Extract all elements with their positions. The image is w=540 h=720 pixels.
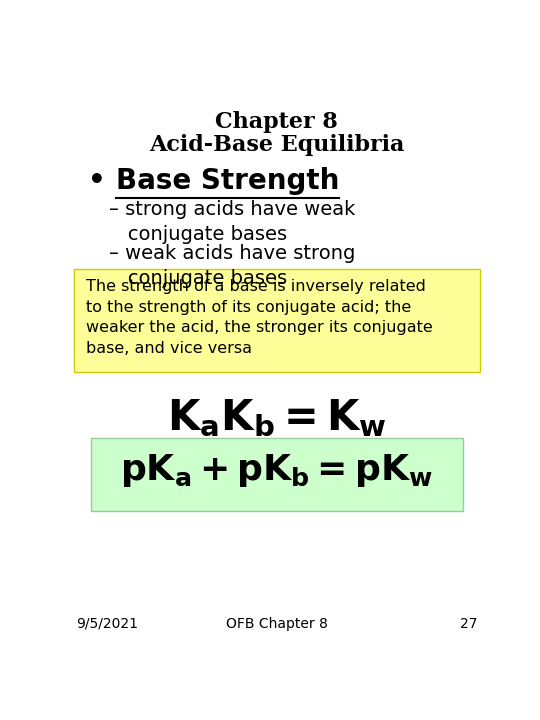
Text: Acid-Base Equilibria: Acid-Base Equilibria xyxy=(149,133,404,156)
Text: 9/5/2021: 9/5/2021 xyxy=(76,617,138,631)
Text: $\mathbf{K_a K_b = K_w}$: $\mathbf{K_a K_b = K_w}$ xyxy=(167,397,387,439)
Text: Chapter 8: Chapter 8 xyxy=(215,112,338,133)
Text: •: • xyxy=(89,167,106,195)
Text: $\mathbf{pK_a + pK_b = pK_w}$: $\mathbf{pK_a + pK_b = pK_w}$ xyxy=(120,452,433,490)
Text: – weak acids have strong
   conjugate bases: – weak acids have strong conjugate bases xyxy=(109,244,356,289)
Text: OFB Chapter 8: OFB Chapter 8 xyxy=(226,617,328,631)
FancyBboxPatch shape xyxy=(91,438,463,510)
Text: Base Strength: Base Strength xyxy=(116,167,339,195)
Text: The strength of a base is inversely related
to the strength of its conjugate aci: The strength of a base is inversely rela… xyxy=(86,279,433,356)
Text: 27: 27 xyxy=(460,617,478,631)
FancyBboxPatch shape xyxy=(74,269,480,372)
Text: – strong acids have weak
   conjugate bases: – strong acids have weak conjugate bases xyxy=(109,200,356,244)
